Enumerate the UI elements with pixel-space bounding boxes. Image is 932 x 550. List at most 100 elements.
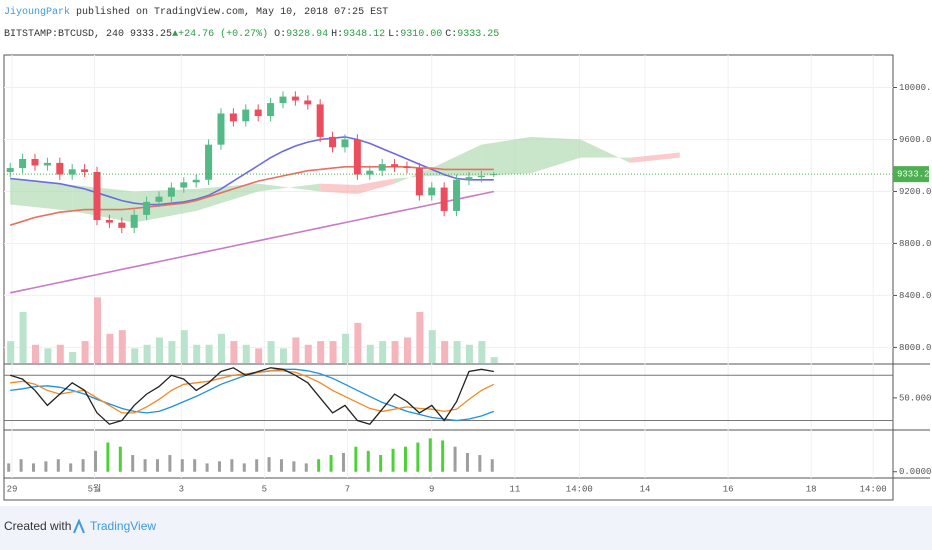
- last: 9333.25: [130, 29, 173, 40]
- x-tick-label: 9: [429, 484, 434, 494]
- candle-body: [167, 187, 175, 197]
- change: +24.76 (+0.27%): [178, 29, 269, 40]
- candle-body: [329, 136, 337, 148]
- cloud: [530, 136, 581, 174]
- bar: [341, 452, 345, 472]
- bar: [106, 333, 114, 363]
- bar: [366, 344, 374, 363]
- bar: [118, 446, 122, 472]
- ma-line: [10, 136, 494, 206]
- bar: [304, 344, 312, 363]
- x-tick-label: 7: [345, 484, 350, 494]
- cloud: [630, 152, 680, 163]
- candle-body: [378, 164, 386, 171]
- bar: [131, 455, 135, 472]
- author[interactable]: JiyoungPark: [4, 7, 71, 18]
- bar: [69, 463, 73, 472]
- bar: [44, 348, 52, 363]
- candle-body: [130, 214, 138, 228]
- cloud: [580, 139, 631, 163]
- x-tick-label: 14:00: [566, 484, 593, 494]
- osc-line: [10, 367, 494, 425]
- bar: [19, 459, 23, 472]
- bar: [81, 459, 85, 472]
- ohlc: O:9328.94 H:9348.12 L:9310.00 C:9333.25: [274, 29, 502, 40]
- bar: [56, 344, 64, 363]
- candle-body: [242, 109, 250, 122]
- bar: [403, 337, 411, 363]
- header: JiyoungPark published on TradingView.com…: [4, 6, 502, 42]
- chart: 29 5월 3 5 7 9 11 14:00 14 16 18 14:00 8000.00 8400.00…: [3, 54, 932, 501]
- x-tick-label: 11: [509, 484, 520, 494]
- bar: [341, 333, 349, 363]
- bar: [453, 446, 457, 472]
- ohlc-label: H:: [331, 29, 344, 40]
- bar: [193, 344, 201, 363]
- bar: [205, 344, 213, 363]
- candle-body: [403, 166, 411, 169]
- ma-line: [10, 190, 494, 294]
- bar: [7, 463, 11, 472]
- ohlc-value: 9310.00: [400, 29, 443, 40]
- last-price-label: 9333.25: [897, 170, 932, 180]
- bar: [403, 446, 407, 472]
- bar: [329, 341, 337, 363]
- x-tick-label: 18: [806, 484, 817, 494]
- bar: [317, 341, 325, 363]
- logo: [73, 519, 85, 534]
- bar: [354, 446, 358, 472]
- bar: [478, 455, 482, 472]
- candle-body: [6, 168, 14, 172]
- bar: [31, 344, 39, 363]
- bar: [465, 344, 473, 363]
- brand[interactable]: TradingView: [90, 519, 157, 533]
- candle-body: [205, 144, 213, 180]
- bar: [379, 341, 387, 363]
- bar: [131, 348, 139, 363]
- candle-body: [477, 175, 485, 178]
- ohlc-value: 9333.25: [457, 29, 500, 40]
- bar: [379, 455, 383, 472]
- bar: [56, 459, 60, 472]
- bar: [428, 330, 436, 363]
- footer: Created with TradingView: [0, 506, 932, 550]
- bar: [180, 330, 188, 363]
- bar: [242, 344, 250, 363]
- candle-body: [143, 201, 151, 215]
- candle-body: [391, 164, 399, 167]
- candle-body: [192, 179, 200, 183]
- cloud: [72, 184, 135, 223]
- x-tick-label: 14: [640, 484, 651, 494]
- x-tick-label: 16: [723, 484, 734, 494]
- bar: [31, 463, 35, 472]
- candle-body: [229, 113, 237, 122]
- candle-body: [465, 177, 473, 180]
- candle-body: [428, 187, 436, 196]
- cloud: [258, 183, 321, 192]
- bar: [279, 348, 287, 363]
- candle-body: [291, 96, 299, 101]
- cloud: [196, 183, 259, 211]
- bar: [155, 337, 163, 363]
- bar: [168, 341, 176, 363]
- y-tick-label: 0.0000: [899, 467, 931, 477]
- bar: [69, 352, 77, 363]
- bar: [267, 457, 271, 472]
- bar: [230, 341, 238, 363]
- bar: [292, 337, 300, 363]
- symbol-line: BITSTAMP:BTCUSD, 240 9333.25▲+24.76 (+0.…: [4, 28, 502, 42]
- candle-body: [93, 171, 101, 221]
- candle-body: [341, 139, 349, 148]
- bar: [465, 452, 469, 472]
- y-tick-label: 9200.00: [899, 187, 932, 197]
- arrow: ▲: [172, 29, 179, 40]
- bar: [391, 341, 399, 363]
- bar: [81, 341, 89, 363]
- candle-body: [440, 187, 448, 211]
- candle-body: [453, 179, 461, 211]
- bar: [7, 341, 15, 363]
- candle-body: [68, 169, 76, 175]
- bar: [93, 450, 97, 472]
- candle-body: [155, 196, 163, 202]
